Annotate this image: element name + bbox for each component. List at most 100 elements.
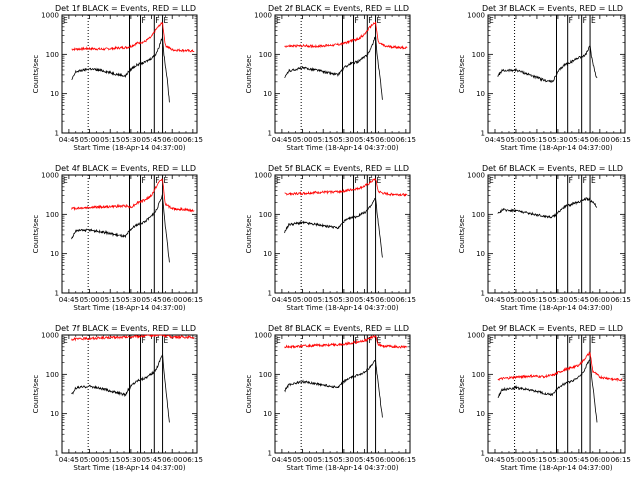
flag-label: E <box>164 16 169 25</box>
flag-label: F <box>569 176 573 185</box>
x-tick-label: 06:15 <box>396 296 416 304</box>
x-tick-label: 05:15 <box>100 456 120 464</box>
y-tick-label: 1000 <box>254 12 272 20</box>
flag-label-e-left: E <box>489 176 494 185</box>
x-tick-label: 05:45 <box>569 136 589 144</box>
series-black-events <box>284 197 383 258</box>
series-black-events <box>497 44 598 84</box>
series-black-events <box>284 35 383 100</box>
x-tick-label: 04:45 <box>485 136 505 144</box>
y-tick-label: 100 <box>259 51 272 59</box>
x-tick-label: 05:45 <box>354 296 374 304</box>
y-axis-label: Counts/sec <box>458 215 466 254</box>
x-tick-label: 05:30 <box>548 296 568 304</box>
y-tick-label: 1 <box>55 130 59 138</box>
y-tick-label: 1000 <box>467 12 485 20</box>
y-tick-label: 10 <box>476 90 485 98</box>
x-tick-label: 04:45 <box>272 296 292 304</box>
y-tick-label: 100 <box>259 371 272 379</box>
y-tick-label: 10 <box>476 250 485 258</box>
y-tick-label: 100 <box>472 211 485 219</box>
panel-title: Det 7f BLACK = Events, RED = LLD <box>55 324 196 333</box>
y-tick-label: 10 <box>50 250 59 258</box>
panel-title: Det 2f BLACK = Events, RED = LLD <box>268 4 409 13</box>
series-black-events <box>497 197 598 219</box>
flag-label: F <box>368 16 372 25</box>
y-tick-label: 1000 <box>41 332 59 340</box>
y-tick-label: 1 <box>55 290 59 298</box>
series-black-events <box>497 358 598 423</box>
x-tick-label: 05:45 <box>141 136 161 144</box>
panel-title: Det 4f BLACK = Events, RED = LLD <box>55 164 196 173</box>
flag-label: E <box>377 336 382 345</box>
flag-label: E <box>591 336 596 345</box>
x-tick-label: 05:30 <box>334 136 354 144</box>
flag-label: E <box>377 16 382 25</box>
x-tick-label: 06:00 <box>375 136 395 144</box>
flag-label: F <box>355 16 359 25</box>
flag-label-e-left: E <box>63 16 68 25</box>
y-tick-label: 1000 <box>41 12 59 20</box>
series-red-lld <box>497 351 623 382</box>
panel-title: Det 3f BLACK = Events, RED = LLD <box>482 4 623 13</box>
flag-label: F <box>142 16 146 25</box>
y-axis-label: Counts/sec <box>245 215 253 254</box>
series-black-events <box>71 194 170 263</box>
panel-1: Det 1f BLACK = Events, RED = LLD 1 10 100 10… <box>32 4 203 152</box>
flag-label-e-left: E <box>489 336 494 345</box>
flag-label: F <box>155 336 159 345</box>
x-tick-label: 05:45 <box>141 296 161 304</box>
y-tick-label: 1000 <box>254 172 272 180</box>
x-tick-label: 06:15 <box>396 456 416 464</box>
flag-label-e-left: E <box>489 16 494 25</box>
x-tick-label: 05:45 <box>354 136 374 144</box>
flag-label-e-left: E <box>276 176 281 185</box>
y-tick-label: 10 <box>263 90 272 98</box>
x-tick-label: 06:00 <box>590 456 610 464</box>
x-tick-label: 04:45 <box>272 136 292 144</box>
flag-label: E <box>377 176 382 185</box>
x-tick-label: 06:15 <box>396 136 416 144</box>
x-tick-label: 06:00 <box>375 296 395 304</box>
x-tick-label: 04:45 <box>59 456 79 464</box>
y-axis-label: Counts/sec <box>32 375 40 414</box>
y-axis-label: Counts/sec <box>458 55 466 94</box>
x-tick-label: 06:00 <box>162 296 182 304</box>
x-tick-label: 06:00 <box>162 456 182 464</box>
flag-label: F <box>142 176 146 185</box>
series-red-lld <box>284 177 408 197</box>
y-tick-label: 1 <box>481 290 485 298</box>
x-tick-label: 05:15 <box>313 296 333 304</box>
x-tick-label: 05:30 <box>121 456 141 464</box>
panel-4: Det 4f BLACK = Events, RED = LLD 1 10 100 10… <box>32 164 203 312</box>
y-tick-label: 1 <box>481 450 485 458</box>
x-tick-label: 06:00 <box>590 136 610 144</box>
y-tick-label: 1000 <box>254 332 272 340</box>
y-axis-label: Counts/sec <box>245 375 253 414</box>
x-tick-label: 06:15 <box>183 296 203 304</box>
x-tick-label: 04:45 <box>485 296 505 304</box>
y-axis-label: Counts/sec <box>245 55 253 94</box>
x-axis-label: Start Time (18-Apr-14 04:37:00) <box>73 464 185 472</box>
y-tick-label: 10 <box>263 410 272 418</box>
x-tick-label: 05:00 <box>79 136 99 144</box>
flag-label: E <box>164 336 169 345</box>
x-tick-label: 05:30 <box>548 456 568 464</box>
x-tick-label: 04:45 <box>59 296 79 304</box>
y-tick-label: 10 <box>476 410 485 418</box>
x-axis-label: Start Time (18-Apr-14 04:37:00) <box>73 144 185 152</box>
x-tick-label: 05:15 <box>313 136 333 144</box>
y-tick-label: 1 <box>481 130 485 138</box>
x-tick-label: 04:45 <box>59 136 79 144</box>
x-axis-label: Start Time (18-Apr-14 04:37:00) <box>500 464 612 472</box>
x-tick-label: 05:00 <box>506 456 526 464</box>
x-tick-label: 06:15 <box>183 456 203 464</box>
x-tick-label: 06:00 <box>590 296 610 304</box>
series-red-lld <box>71 178 195 213</box>
x-tick-label: 05:45 <box>569 456 589 464</box>
x-tick-label: 05:45 <box>569 296 589 304</box>
x-tick-label: 05:15 <box>527 456 547 464</box>
x-tick-label: 06:15 <box>611 296 631 304</box>
x-tick-label: 05:45 <box>141 456 161 464</box>
